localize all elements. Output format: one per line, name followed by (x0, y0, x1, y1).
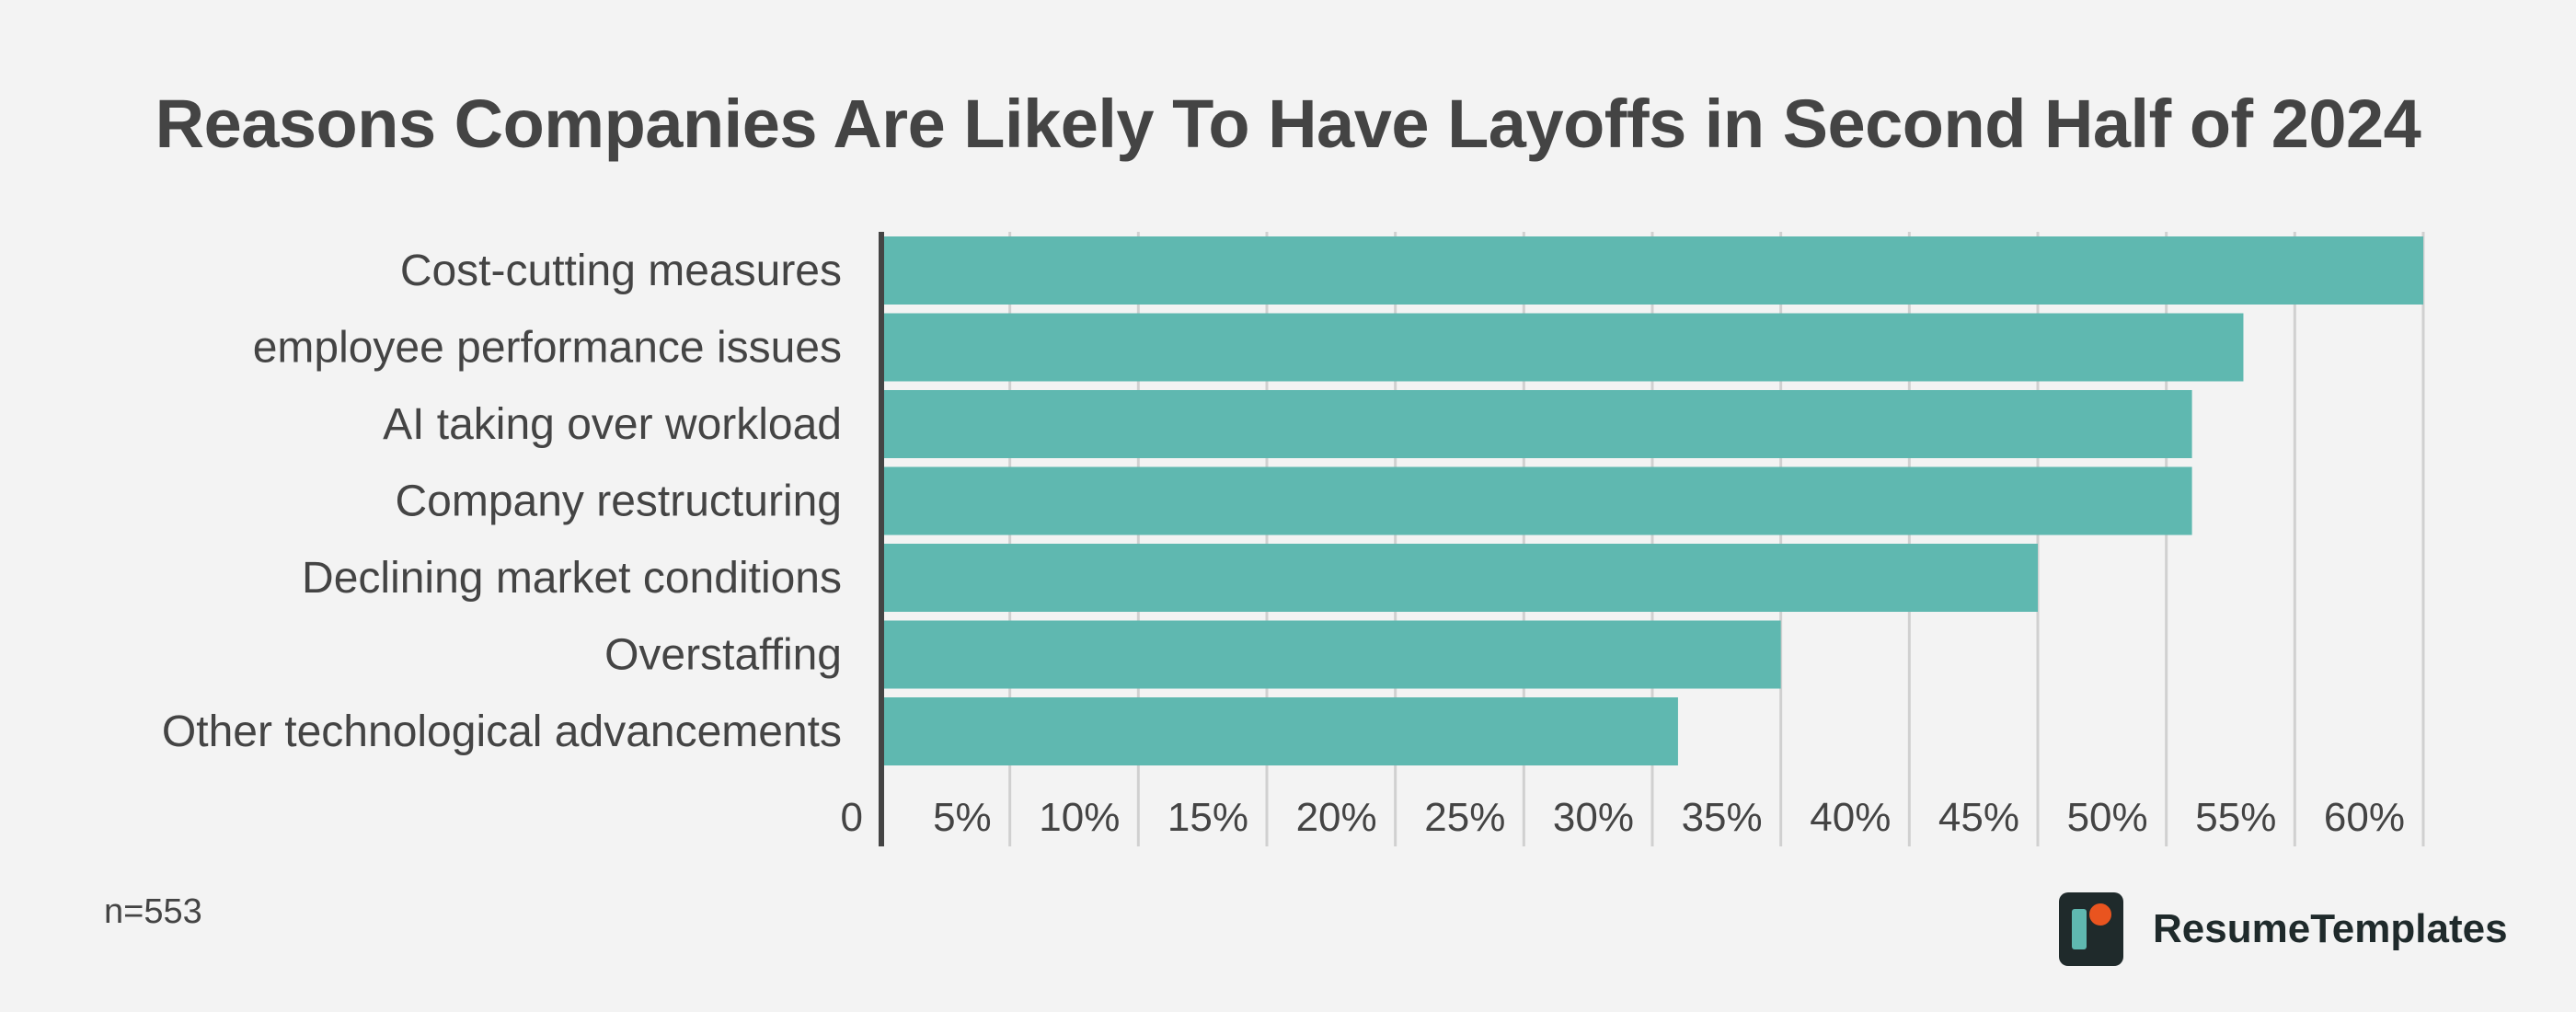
brand-name: ResumeTemplates (2153, 906, 2508, 951)
bar (881, 544, 2038, 612)
tick-label: 25% (1424, 795, 1505, 840)
bar (881, 620, 1781, 689)
tick-label: 40% (1810, 795, 1891, 840)
brand: ResumeTemplates (2059, 892, 2508, 966)
tick-label: 35% (1682, 795, 1763, 840)
bar (881, 313, 2244, 382)
tick-label: 10% (1039, 795, 1120, 840)
tick-label: 30% (1553, 795, 1634, 840)
bar (881, 466, 2192, 535)
tick-label: 5% (933, 795, 992, 840)
tick-label: 55% (2195, 795, 2276, 840)
chart-title: Reasons Companies Are Likely To Have Lay… (155, 86, 2421, 162)
category-label: AI taking over workload (383, 400, 842, 449)
sample-size-note: n=553 (104, 892, 202, 931)
category-label: Cost-cutting measures (400, 247, 842, 295)
category-label: employee performance issues (253, 324, 842, 373)
tick-label: 60% (2324, 795, 2405, 840)
category-label: Declining market conditions (302, 554, 842, 603)
resume-templates-logo-icon (2059, 892, 2123, 966)
tick-label: 15% (1167, 795, 1248, 840)
tick-label: 0 (841, 795, 863, 840)
bar (881, 697, 1678, 765)
category-label: Other technological advancements (162, 707, 842, 756)
bar (881, 390, 2192, 458)
tick-label: 45% (1938, 795, 2019, 840)
category-label: Overstaffing (604, 631, 842, 680)
category-label: Company restructuring (395, 477, 842, 526)
bar (881, 236, 2423, 305)
tick-label: 20% (1296, 795, 1377, 840)
tick-label: 50% (2067, 795, 2148, 840)
